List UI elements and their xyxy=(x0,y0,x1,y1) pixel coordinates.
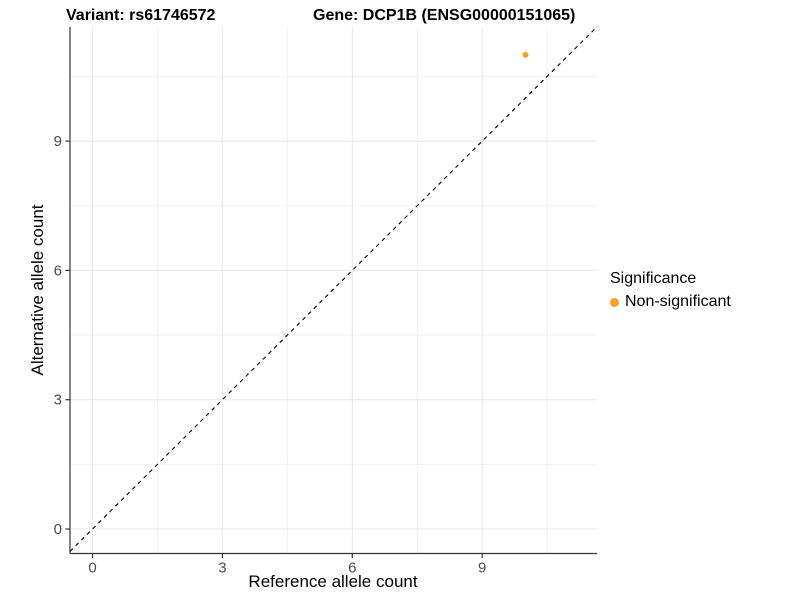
legend-point-icon xyxy=(610,297,619,307)
y-tick-label: 6 xyxy=(54,262,62,279)
identity-line xyxy=(69,26,598,552)
legend-item: Non-significant xyxy=(610,293,731,311)
legend: Significance Non-significant xyxy=(610,270,731,311)
x-tick-label: 3 xyxy=(218,559,226,576)
y-tick-label: 3 xyxy=(54,392,62,409)
variant-title: Variant: rs61746572 xyxy=(66,7,216,24)
x-tick-label: 6 xyxy=(348,559,356,576)
y-tick-label: 9 xyxy=(54,133,62,150)
legend-item-label: Non-significant xyxy=(625,293,731,310)
x-tick-label: 9 xyxy=(478,559,486,576)
y-axis-title: Alternative allele count xyxy=(28,204,47,376)
data-point xyxy=(522,51,529,58)
x-axis-title: Reference allele count xyxy=(248,572,418,591)
x-tick-label: 0 xyxy=(88,559,96,576)
legend-title: Significance xyxy=(610,270,697,287)
y-tick-label: 0 xyxy=(54,521,62,538)
gene-title: Gene: DCP1B (ENSG00000151065) xyxy=(313,7,576,24)
